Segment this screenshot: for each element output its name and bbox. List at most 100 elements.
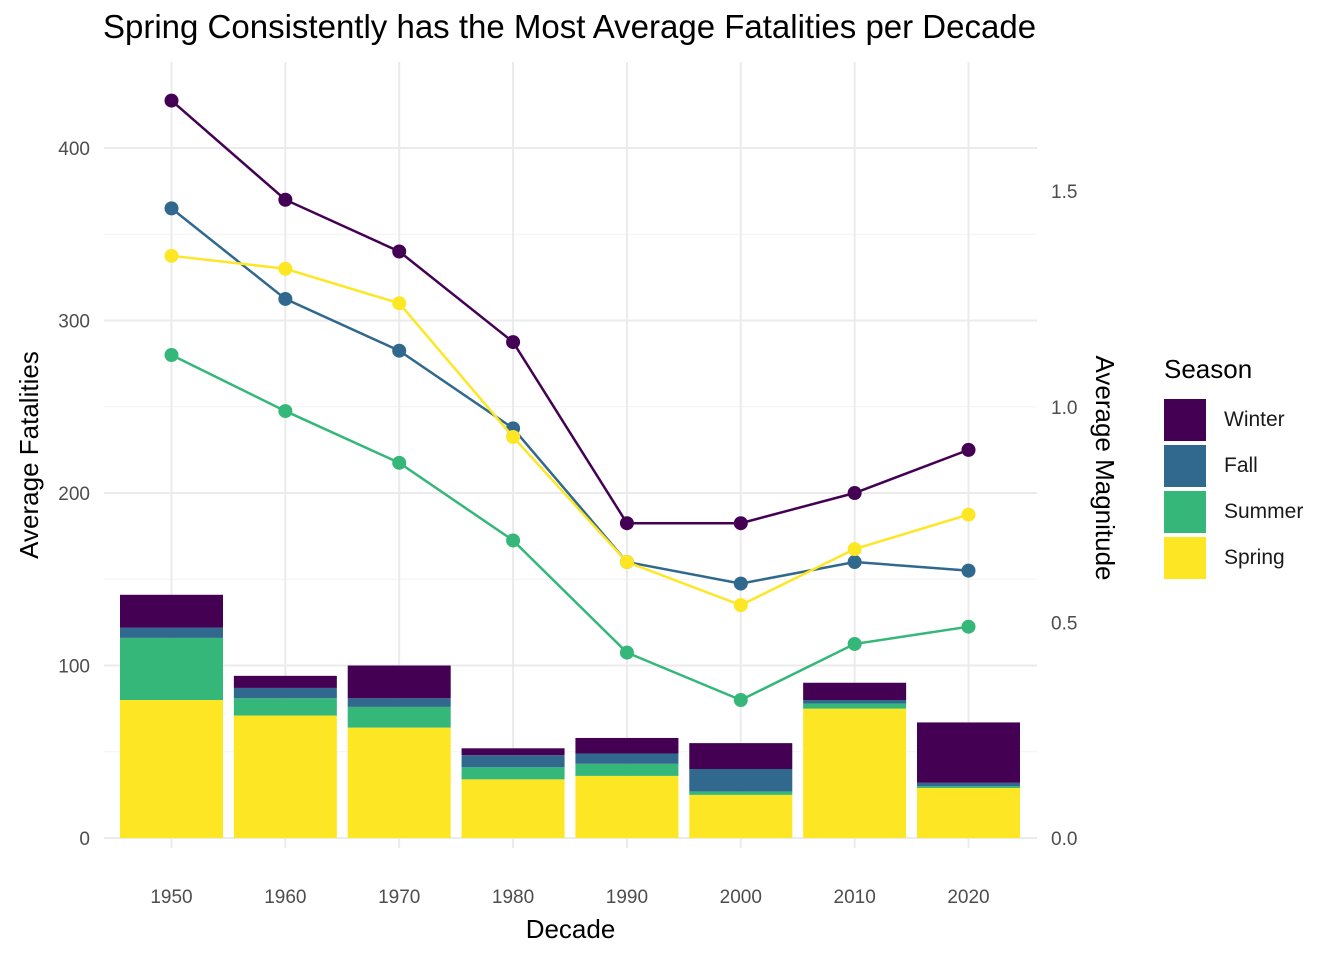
point-summer <box>619 645 634 660</box>
point-fall <box>278 291 293 306</box>
y2-axis-title: Average Magnitude <box>1090 355 1120 580</box>
x-tick-label: 1950 <box>150 887 192 908</box>
chart-title: Spring Consistently has the Most Average… <box>103 8 1037 45</box>
y-axis-title: Average Fatalities <box>14 351 44 559</box>
bar-fall <box>575 753 679 764</box>
legend-item-spring: Spring <box>1164 535 1303 581</box>
y-tick-label: 300 <box>58 312 90 333</box>
point-spring <box>506 429 521 444</box>
point-fall <box>847 555 862 569</box>
x-tick-label: 2000 <box>720 887 762 908</box>
point-fall <box>392 343 407 358</box>
x-tick-label: 2020 <box>947 887 989 908</box>
y2-tick-label: 0.0 <box>1051 829 1077 850</box>
bar-winter <box>120 594 223 628</box>
bar-spring <box>347 727 451 838</box>
y-tick-label: 100 <box>58 657 90 678</box>
point-winter <box>961 442 976 457</box>
bar-winter <box>233 675 337 688</box>
x-tick-label: 1970 <box>378 887 420 908</box>
legend-swatch <box>1164 491 1206 533</box>
bar-winter <box>347 665 451 699</box>
legend-item-fall: Fall <box>1164 443 1303 489</box>
point-summer <box>733 693 748 707</box>
line-summer <box>170 353 969 702</box>
point-fall <box>164 201 179 216</box>
y2-tick-label: 1.0 <box>1051 398 1077 419</box>
legend-swatch <box>1164 537 1206 579</box>
point-winter <box>733 516 748 531</box>
point-summer <box>506 533 521 548</box>
point-summer <box>961 619 976 634</box>
bar-spring <box>233 715 337 838</box>
x-tick-label: 2010 <box>834 887 876 908</box>
bar-winter <box>461 748 565 756</box>
legend-label: Fall <box>1224 454 1258 477</box>
legend-label: Winter <box>1224 408 1285 431</box>
bar-spring <box>461 779 565 838</box>
x-tick-label: 1990 <box>606 887 648 908</box>
line-winter <box>170 99 969 525</box>
bar-fall <box>120 627 223 638</box>
bar-summer <box>575 763 679 776</box>
point-spring <box>164 248 179 263</box>
y2-tick-label: 0.5 <box>1051 613 1077 634</box>
point-spring <box>961 507 976 522</box>
bar-summer <box>461 767 565 780</box>
legend-label: Spring <box>1224 546 1285 569</box>
bar-summer <box>233 698 337 716</box>
bar-summer <box>917 786 1020 788</box>
legend: Season Winter Fall Summer Spring <box>1164 354 1303 581</box>
x-axis-title: Decade <box>526 914 616 944</box>
point-summer <box>847 636 862 651</box>
bar-spring <box>120 700 223 838</box>
point-winter <box>506 335 521 350</box>
legend-item-winter: Winter <box>1164 397 1303 443</box>
bar-fall <box>233 687 337 699</box>
point-summer <box>164 348 179 362</box>
point-spring <box>733 598 748 613</box>
bar-fall <box>803 700 907 704</box>
legend-label: Summer <box>1224 500 1304 523</box>
legend-swatch <box>1164 445 1206 487</box>
bar-winter <box>803 682 907 700</box>
bar-spring <box>689 794 793 838</box>
line-fall <box>170 207 969 585</box>
legend-swatch <box>1164 399 1206 441</box>
bar-winter <box>917 722 1020 783</box>
bar-winter <box>689 743 793 769</box>
point-winter <box>619 516 634 531</box>
point-fall <box>733 576 748 591</box>
bar-spring <box>803 708 907 838</box>
y-tick-label: 400 <box>58 139 90 160</box>
point-spring <box>392 296 407 311</box>
bar-spring <box>917 787 1020 838</box>
bar-summer <box>347 706 451 728</box>
point-winter <box>847 486 862 500</box>
legend-item-summer: Summer <box>1164 489 1303 535</box>
bar-summer <box>689 791 793 795</box>
legend-title: Season <box>1164 354 1253 384</box>
line-spring <box>171 254 969 607</box>
point-spring <box>278 261 293 276</box>
y-tick-label: 0 <box>79 829 90 850</box>
point-winter <box>392 244 407 259</box>
y-tick-label: 200 <box>58 484 90 505</box>
bar-spring <box>575 775 679 838</box>
bar-summer <box>803 703 907 709</box>
point-summer <box>278 404 293 419</box>
point-spring <box>847 542 862 557</box>
point-summer <box>392 455 407 470</box>
x-tick-label: 1960 <box>264 887 306 908</box>
bar-summer <box>120 637 223 700</box>
bar-winter <box>575 737 679 754</box>
bar-fall <box>917 782 1020 787</box>
point-winter <box>164 93 179 108</box>
point-winter <box>278 192 293 207</box>
x-tick-label: 1980 <box>492 887 534 908</box>
point-spring <box>619 555 634 569</box>
bar-fall <box>689 769 793 792</box>
bar-fall <box>461 755 565 768</box>
